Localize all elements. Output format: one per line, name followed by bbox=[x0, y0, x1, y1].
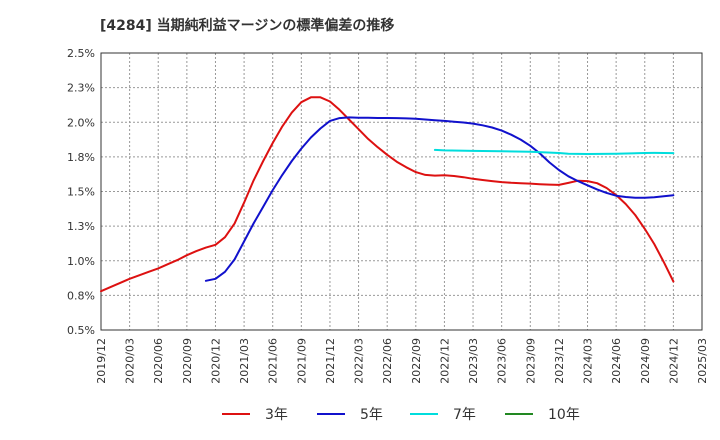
legend: 3年 5年 7年 10年 bbox=[222, 407, 580, 423]
x-tick-label: 2021/09 bbox=[295, 338, 308, 384]
series-line-3 bbox=[433, 148, 675, 155]
y-tick-label: 2.0% bbox=[67, 116, 95, 129]
x-tick-label: 2023/12 bbox=[553, 338, 566, 384]
x-tick-label: 2024/03 bbox=[582, 338, 595, 384]
legend-label-3: 7年 bbox=[453, 407, 476, 423]
x-tick-label: 2023/06 bbox=[496, 338, 509, 384]
x-tick-label: 2021/03 bbox=[238, 338, 251, 384]
x-tick-label: 2020/03 bbox=[124, 338, 137, 384]
plot-frame bbox=[100, 52, 703, 331]
y-tick-label: 1.8% bbox=[67, 151, 95, 164]
y-tick-label: 1.0% bbox=[67, 255, 95, 268]
legend-label-4: 10年 bbox=[548, 407, 580, 423]
plot-area: 2019/12 2020/03 2020/06 2020/09 2020/12 2021/… bbox=[67, 47, 709, 384]
x-tick-label: 2022/06 bbox=[381, 338, 394, 384]
x-tick-label: 2025/03 bbox=[696, 338, 709, 384]
x-tick-label: 2020/12 bbox=[209, 338, 222, 384]
y-tick-label: 1.5% bbox=[67, 186, 95, 199]
y-tick-label: 2.5% bbox=[67, 47, 95, 60]
series-line-2 bbox=[204, 116, 675, 282]
x-tick-label: 2019/12 bbox=[95, 338, 108, 384]
y-tick-label: 1.3% bbox=[67, 220, 95, 233]
x-tick-label: 2024/12 bbox=[667, 338, 680, 384]
x-tick-label: 2023/09 bbox=[524, 338, 537, 384]
x-tick-label: 2021/06 bbox=[267, 338, 280, 384]
x-tick-label: 2022/12 bbox=[438, 338, 451, 384]
y-tick-label: 2.3% bbox=[67, 82, 95, 95]
x-tick-label: 2024/09 bbox=[639, 338, 652, 384]
y-tick-label: 0.8% bbox=[67, 289, 95, 302]
legend-label-1: 3年 bbox=[265, 407, 288, 423]
x-tick-label: 2022/03 bbox=[353, 338, 366, 384]
legend-label-2: 5年 bbox=[360, 407, 383, 423]
y-tick-label: 0.5% bbox=[67, 324, 95, 337]
x-tick-label: 2024/06 bbox=[610, 338, 623, 384]
x-tick-label: 2023/03 bbox=[467, 338, 480, 384]
x-tick-label: 2021/12 bbox=[324, 338, 337, 384]
x-tick-label: 2022/09 bbox=[410, 338, 423, 384]
x-tick-label: 2020/09 bbox=[181, 338, 194, 384]
x-tick-label: 2020/06 bbox=[152, 338, 165, 384]
chart-title: [4284] 当期純利益マージンの標準偏差の推移 bbox=[100, 17, 394, 34]
